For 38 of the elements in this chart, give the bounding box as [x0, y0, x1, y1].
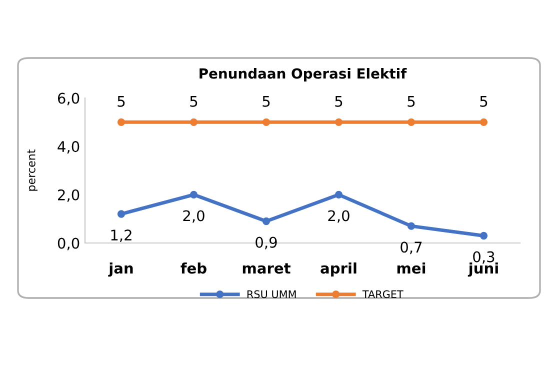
data-label: 0,9: [256, 236, 277, 250]
y-tick-label: 2,0: [58, 189, 80, 202]
x-tick-label: jan: [108, 262, 133, 277]
chart-title: Penundaan Operasi Elektif: [200, 68, 407, 82]
y-tick-label: 6,0: [58, 92, 80, 106]
point: [407, 222, 416, 230]
point: [190, 190, 198, 198]
point: [190, 118, 198, 126]
data-label: 5: [480, 96, 488, 107]
point: [262, 118, 270, 126]
data-label: 2,0: [183, 210, 204, 223]
data-label: 5: [190, 96, 198, 107]
y-axis-title: percent: [27, 149, 38, 191]
point: [407, 118, 416, 126]
data-label: 5: [408, 96, 415, 107]
x-tick-label: maret: [242, 263, 290, 274]
data-label: 5: [262, 96, 270, 107]
data-label: 5: [335, 96, 342, 107]
x-tick-label: juni: [468, 262, 498, 277]
x-tick-label: mei: [397, 262, 426, 274]
data-label: 2,0: [328, 210, 350, 223]
data-label: 5: [118, 96, 125, 107]
data-label: 0,3: [473, 251, 494, 264]
x-tick-label: feb: [180, 262, 206, 274]
point: [334, 190, 343, 198]
point: [480, 118, 488, 126]
legend-label: TARGET: [362, 290, 404, 298]
data-label: 1,2: [111, 230, 132, 242]
y-tick-label: 4,0: [58, 141, 80, 154]
legend-label: RSU UMM: [247, 290, 296, 298]
data-label: 0,7: [400, 242, 422, 254]
point: [262, 217, 270, 226]
point: [117, 118, 126, 126]
point: [334, 118, 343, 126]
point: [117, 210, 126, 218]
point: [480, 232, 488, 240]
y-tick-label: 0,0: [58, 238, 80, 250]
x-tick-label: april: [320, 262, 356, 277]
